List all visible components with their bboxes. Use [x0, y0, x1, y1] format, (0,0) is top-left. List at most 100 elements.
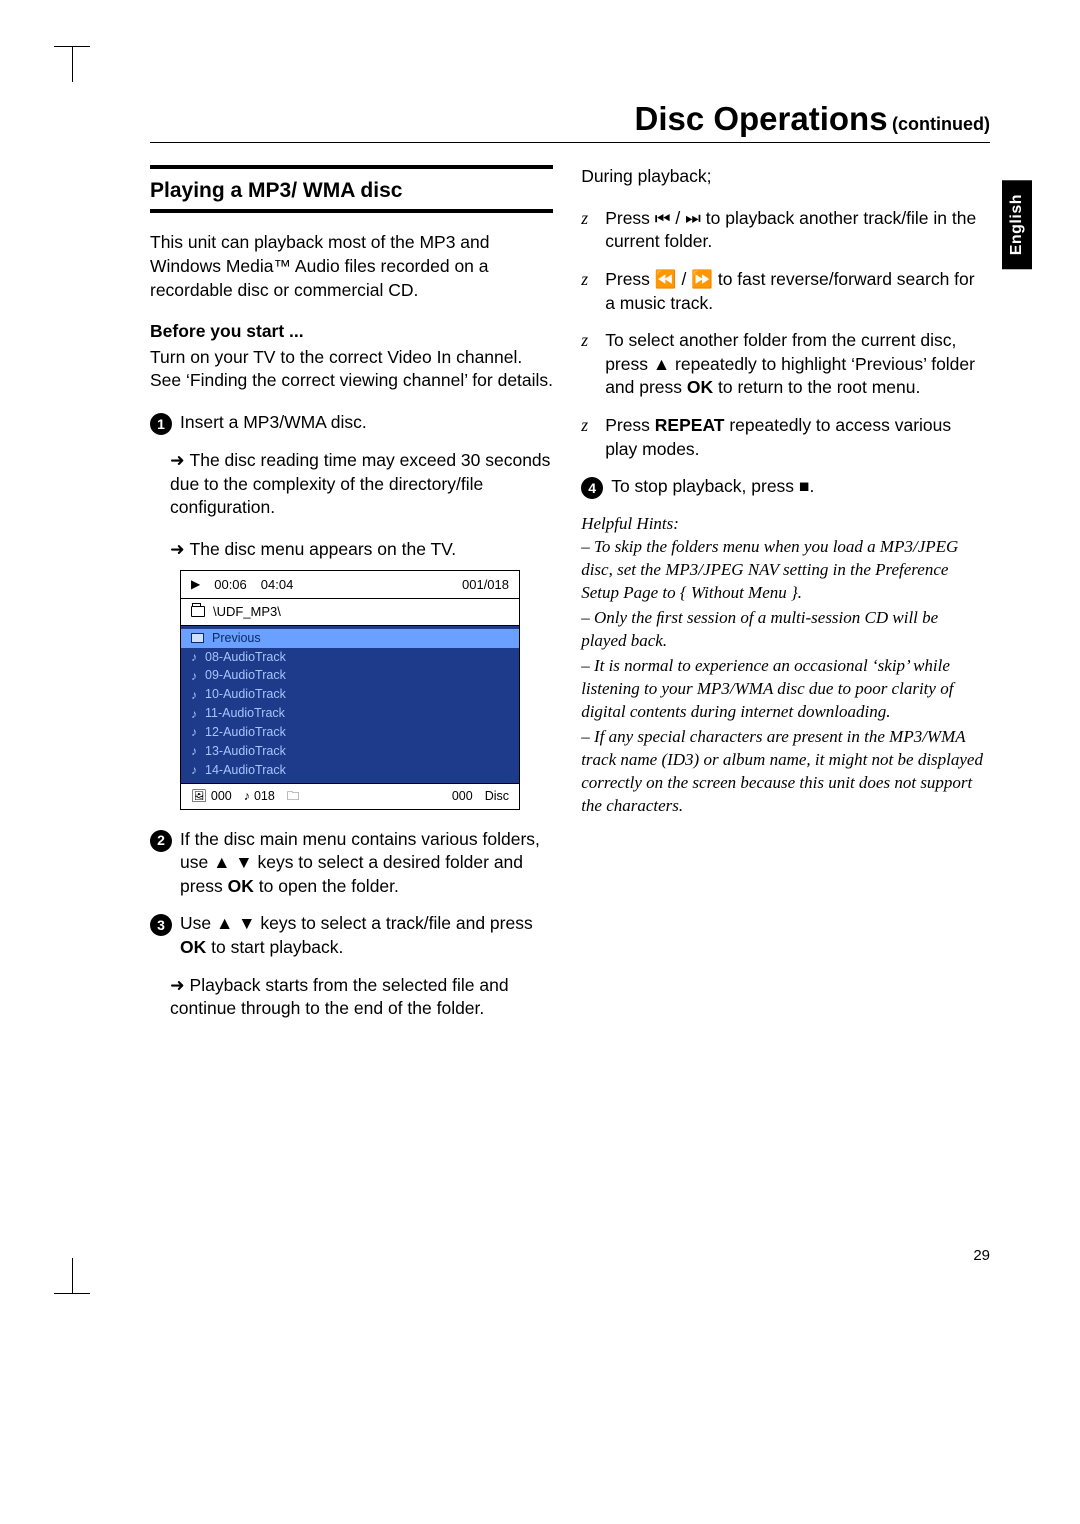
hint-1: – To skip the folders menu when you load… [581, 536, 984, 605]
music-icon: ♪ [191, 668, 197, 684]
ok-key: OK [228, 876, 254, 896]
total-time: 04:04 [261, 576, 294, 594]
disc-menu-list: Previous♪08-AudioTrack♪09-AudioTrack♪10-… [181, 626, 519, 783]
disc-menu-header: ▶ 00:06 04:04 001/018 [181, 571, 519, 600]
up-down-keys: ▲ ▼ [213, 852, 253, 872]
disc-menu-row: ♪11-AudioTrack [181, 704, 519, 723]
step-2: 2 If the disc main menu contains various… [150, 828, 553, 899]
arrow-icon: ➜ [170, 975, 190, 995]
step-badge: 3 [150, 914, 172, 936]
play-icon: ▶ [191, 576, 200, 592]
crop-mark [54, 46, 90, 47]
bullet-icon: z [581, 268, 595, 315]
step-1: 1 Insert a MP3/WMA disc. [150, 411, 553, 435]
language-tab: English [1002, 180, 1032, 269]
bullet-prev-next: z Press ⏮ / ⏭ to playback another track/… [581, 207, 984, 254]
before-you-start-text: Turn on your TV to the correct Video In … [150, 346, 553, 393]
disc-menu-row-label: 12-AudioTrack [205, 724, 286, 741]
step-badge: 2 [150, 830, 172, 852]
section-rule [150, 165, 553, 169]
rewind-forward-icon: ⏪ / ⏩ [655, 269, 713, 289]
manual-page: Disc Operations (continued) English Play… [0, 0, 1080, 1524]
footer-b: 018 [254, 788, 275, 805]
repeat-key: REPEAT [655, 415, 725, 435]
step-badge: 4 [581, 477, 603, 499]
picture-icon: 🖼 [191, 788, 207, 805]
step-1-sub-a: ➜ The disc reading time may exceed 30 se… [150, 449, 553, 520]
music-icon: ♪ [191, 649, 197, 665]
hint-2: – Only the ﬁrst session of a multi-sessi… [581, 607, 984, 653]
footer-c: 000 [452, 788, 473, 805]
step-1-sub-b-text: The disc menu appears on the TV. [190, 539, 457, 559]
disc-menu-row-label: 14-AudioTrack [205, 762, 286, 779]
step-2-text-c: to open the folder. [254, 876, 399, 896]
up-key-icon: ▲ [653, 354, 670, 374]
footer-d: Disc [485, 788, 509, 805]
track-counter: 001/018 [462, 576, 509, 594]
ok-key: OK [687, 377, 713, 397]
step-body: Use ▲ ▼ keys to select a track/ﬁle and p… [180, 912, 553, 959]
arrow-icon: ➜ [170, 450, 190, 470]
folder-icon [191, 633, 204, 643]
stop-icon: ■ [799, 476, 810, 496]
disc-menu-row: ♪ 08-AudioTrack [181, 648, 519, 667]
bullet-fast-search: z Press ⏪ / ⏩ to fast reverse/forward se… [581, 268, 984, 315]
step-text: Insert a MP3/WMA disc. [180, 411, 553, 435]
step-body: If the disc main menu contains various f… [180, 828, 553, 899]
page-number: 29 [973, 1247, 990, 1264]
crop-mark [54, 1293, 90, 1294]
bullet-icon: z [581, 414, 595, 461]
b1-a: Press [605, 208, 655, 228]
bullet-icon: z [581, 207, 595, 254]
crop-mark [72, 46, 73, 82]
page-title-suffix: (continued) [892, 114, 990, 134]
step-3-sub: ➜ Playback starts from the selected ﬁle … [150, 974, 553, 1021]
disc-menu-row: ♪09-AudioTrack [181, 666, 519, 685]
step-body: Insert a MP3/WMA disc. [180, 411, 553, 435]
step-3-text-b: keys to select a track/ﬁle and press [256, 913, 533, 933]
disc-menu-illustration: ▶ 00:06 04:04 001/018 \UDF_MP3\ Previous… [180, 570, 520, 810]
step-1-sub-a-text: The disc reading time may exceed 30 seco… [170, 450, 550, 517]
crop-mark [72, 1258, 73, 1294]
step-3-sub-text: Playback starts from the selected ﬁle an… [170, 975, 509, 1019]
disc-menu-row: ♪ 13-AudioTrack [181, 742, 519, 761]
disc-menu-row-label: Previous [212, 630, 261, 647]
folder-icon [191, 606, 205, 617]
disc-menu-row-label: 13-AudioTrack [205, 743, 286, 760]
step-3-text-c: to start playback. [206, 937, 343, 957]
b4-a: Press [605, 415, 655, 435]
step-3-text-a: Use [180, 913, 216, 933]
disc-menu-row: ♪ 12-AudioTrack [181, 723, 519, 742]
arrow-icon: ➜ [170, 539, 190, 559]
music-icon: ♪ [191, 743, 197, 759]
ok-key: OK [180, 937, 206, 957]
during-playback-label: During playback; [581, 165, 984, 189]
before-you-start-label: Before you start ... [150, 320, 553, 344]
b2-a: Press [605, 269, 655, 289]
disc-menu-row-label: 08-AudioTrack [205, 649, 286, 666]
step-badge: 1 [150, 413, 172, 435]
disc-menu-footer: 🖼000 ♪018 🗀 000 Disc [181, 783, 519, 809]
section-heading: Playing a MP3/ WMA disc [150, 171, 553, 213]
music-icon: ♪ [191, 724, 197, 740]
step-body: To stop playback, press ■. [611, 475, 984, 499]
hint-4: – If any special characters are present … [581, 726, 984, 818]
elapsed-time: 00:06 [214, 576, 247, 594]
step-4-text-b: . [810, 476, 815, 496]
disc-menu-row-label: 10-AudioTrack [205, 686, 286, 703]
path-text: \UDF_MP3\ [213, 603, 281, 621]
bullet-icon: z [581, 329, 595, 400]
left-column: Playing a MP3/ WMA disc This unit can pl… [150, 165, 553, 1039]
music-icon: ♪ [191, 706, 197, 722]
disc-menu-path: \UDF_MP3\ [181, 599, 519, 626]
up-down-keys: ▲ ▼ [216, 913, 256, 933]
bullet-select-folder: z To select another folder from the curr… [581, 329, 984, 400]
step-1-sub-b: ➜ The disc menu appears on the TV. [150, 538, 553, 562]
hints-title: Helpful Hints: [581, 513, 984, 536]
page-title-bar: Disc Operations (continued) [150, 100, 990, 143]
right-column: During playback; z Press ⏮ / ⏭ to playba… [581, 165, 984, 1039]
intro-paragraph: This unit can playback most of the MP3 a… [150, 231, 553, 302]
hint-3: – It is normal to experience an occasion… [581, 655, 984, 724]
content-columns: Playing a MP3/ WMA disc This unit can pl… [150, 165, 990, 1039]
music-icon: ♪ [191, 687, 197, 703]
